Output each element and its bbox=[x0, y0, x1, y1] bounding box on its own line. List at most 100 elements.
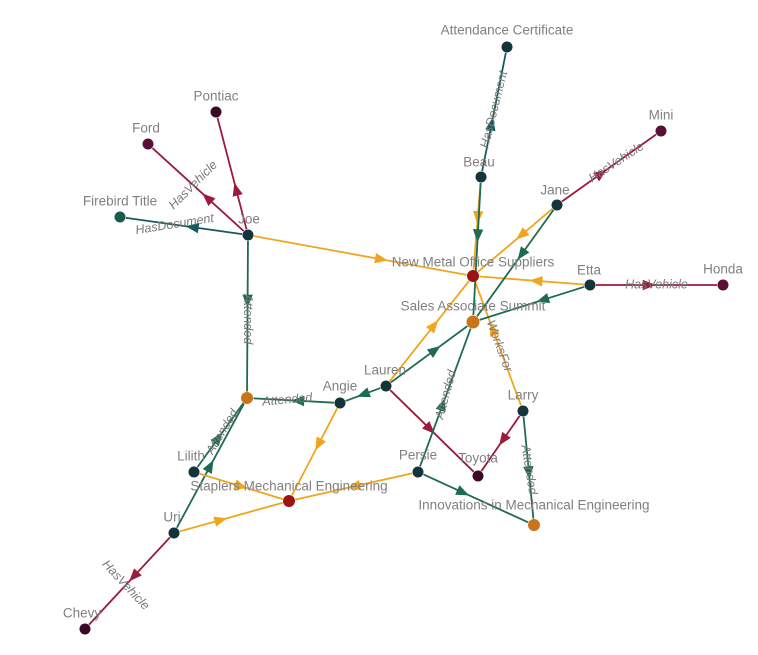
graph-edge bbox=[479, 285, 585, 321]
node-label-joe: Joe bbox=[238, 212, 260, 227]
graph-edge-arrowhead bbox=[642, 279, 656, 291]
node-label-uri: Uri bbox=[163, 510, 180, 525]
graph-node-joe[interactable] bbox=[242, 229, 254, 241]
graph-edge-arrowhead bbox=[517, 246, 530, 260]
node-label-jane: Jane bbox=[540, 183, 569, 198]
graph-node-larry[interactable] bbox=[517, 405, 529, 417]
graph-edge-arrowhead bbox=[202, 193, 216, 207]
graph-edge bbox=[419, 328, 472, 467]
graph-node-honda[interactable] bbox=[717, 279, 729, 291]
node-label-innovations: Innovations in Mechanical Engineering bbox=[418, 498, 649, 513]
edge-label: Attended bbox=[518, 443, 540, 497]
graph-edge bbox=[423, 473, 529, 524]
graph-edge bbox=[151, 147, 245, 232]
edge-label: HasVehicle bbox=[586, 139, 646, 185]
graph-edge-arrowhead bbox=[185, 222, 200, 234]
graph-edge-arrowhead bbox=[425, 320, 439, 334]
edge-label: Attended bbox=[261, 390, 314, 408]
graph-edge bbox=[390, 325, 468, 384]
node-label-attendance_certificate: Attendance Certificate bbox=[441, 23, 574, 38]
graph-node-new_metal[interactable] bbox=[467, 270, 479, 282]
graph-node-angie[interactable] bbox=[334, 397, 346, 409]
graph-edge bbox=[472, 182, 482, 316]
node-label-mini: Mini bbox=[649, 108, 674, 123]
graph-node-pontiac[interactable] bbox=[210, 106, 222, 118]
graph-edge-arrowhead bbox=[455, 485, 470, 496]
graph-edge-arrowhead bbox=[233, 479, 248, 490]
graph-edge-arrowhead bbox=[213, 516, 228, 527]
edge-label: HasVehicle bbox=[625, 277, 688, 291]
graph-edge-arrowhead bbox=[129, 568, 142, 582]
graph-edge-arrowhead bbox=[435, 398, 446, 413]
graph-edge bbox=[477, 208, 554, 273]
edge-labels-layer: HasDocument HasVehicle HasDocument HasVehic… bbox=[99, 69, 687, 613]
node-label-beau: Beau bbox=[463, 155, 495, 170]
graph-edge-arrowhead bbox=[523, 465, 534, 480]
graph-edge-arrowhead bbox=[529, 276, 543, 287]
graph-node-jane[interactable] bbox=[551, 199, 563, 211]
edge-label: WorksFor bbox=[484, 318, 516, 374]
node-label-larry: Larry bbox=[508, 388, 539, 403]
graph-edge-arrowhead bbox=[426, 345, 441, 358]
graph-edge-arrowhead bbox=[347, 479, 362, 491]
graph-edge-arrowhead bbox=[202, 460, 214, 474]
graph-edge bbox=[474, 281, 522, 406]
graph-node-firebird_title[interactable] bbox=[114, 211, 126, 223]
graph-node-beau[interactable] bbox=[475, 171, 487, 183]
node-label-new_metal: New Metal Office Suppliers bbox=[392, 255, 555, 270]
graph-node-mini[interactable] bbox=[655, 125, 667, 137]
graph-node-ford[interactable] bbox=[142, 138, 154, 150]
graph-edge-arrowhead bbox=[242, 294, 253, 308]
graph-node-etta[interactable] bbox=[584, 279, 596, 291]
graph-edge bbox=[481, 52, 507, 172]
graph-node-toyota[interactable] bbox=[472, 470, 484, 482]
node-label-angie: Angie bbox=[323, 379, 358, 394]
graph-edge-arrowhead bbox=[232, 182, 243, 197]
graph-node-attendance_certificate[interactable] bbox=[501, 41, 513, 53]
graph-edge bbox=[476, 209, 555, 317]
graph-edge bbox=[253, 235, 467, 276]
node-label-honda: Honda bbox=[703, 262, 743, 277]
node-label-chevy: Chevy bbox=[63, 606, 102, 621]
graph-edge bbox=[246, 240, 249, 392]
graph-edge bbox=[125, 216, 243, 236]
graph-edge-arrowhead bbox=[593, 169, 607, 182]
graph-edge bbox=[216, 117, 248, 230]
node-label-firebird_title: Firebird Title bbox=[83, 194, 157, 209]
graph-node-lauren[interactable] bbox=[380, 380, 392, 392]
graph-edge-arrowhead bbox=[489, 322, 500, 337]
graph-edge-arrowhead bbox=[291, 395, 305, 407]
node-labels-layer: Attendance Certificate Pontiac Ford Mini Bea… bbox=[63, 23, 744, 621]
graph-node-innovations[interactable] bbox=[528, 519, 540, 531]
graph-node-conference_a[interactable] bbox=[241, 392, 253, 404]
graph-node-chevy[interactable] bbox=[79, 623, 91, 635]
graph-edge-arrowhead bbox=[485, 117, 496, 132]
node-label-persie: Persie bbox=[399, 448, 437, 463]
edge-label: HasDocument bbox=[134, 211, 215, 237]
graph-edge-arrowhead bbox=[472, 229, 484, 243]
node-label-ford: Ford bbox=[132, 121, 160, 136]
graph-node-staplers[interactable] bbox=[283, 495, 295, 507]
graph-edge-arrowhead bbox=[374, 253, 388, 264]
graph-edge bbox=[291, 407, 339, 496]
graph-node-uri[interactable] bbox=[168, 527, 180, 539]
graph-edge-arrowhead bbox=[315, 436, 326, 451]
nodes-layer bbox=[79, 41, 729, 635]
node-label-etta: Etta bbox=[577, 263, 602, 278]
node-label-lauren: Lauren bbox=[364, 363, 406, 378]
graph-node-sales_summit[interactable] bbox=[466, 315, 480, 329]
graph-edge-arrowhead bbox=[422, 421, 435, 434]
edge-label: Attended bbox=[203, 406, 242, 458]
edge-label: HasDocument bbox=[477, 69, 510, 150]
graph-edge-arrowhead bbox=[499, 431, 511, 446]
edge-label: Attended bbox=[241, 293, 255, 345]
graph-edge-arrowhead bbox=[516, 227, 530, 240]
graph-node-lilith[interactable] bbox=[188, 466, 200, 478]
node-label-toyota: Toyota bbox=[458, 451, 498, 466]
graph-node-persie[interactable] bbox=[412, 466, 424, 478]
node-label-pontiac: Pontiac bbox=[193, 89, 238, 104]
graph-edge bbox=[389, 280, 470, 382]
edge-label: Attended bbox=[432, 368, 459, 422]
